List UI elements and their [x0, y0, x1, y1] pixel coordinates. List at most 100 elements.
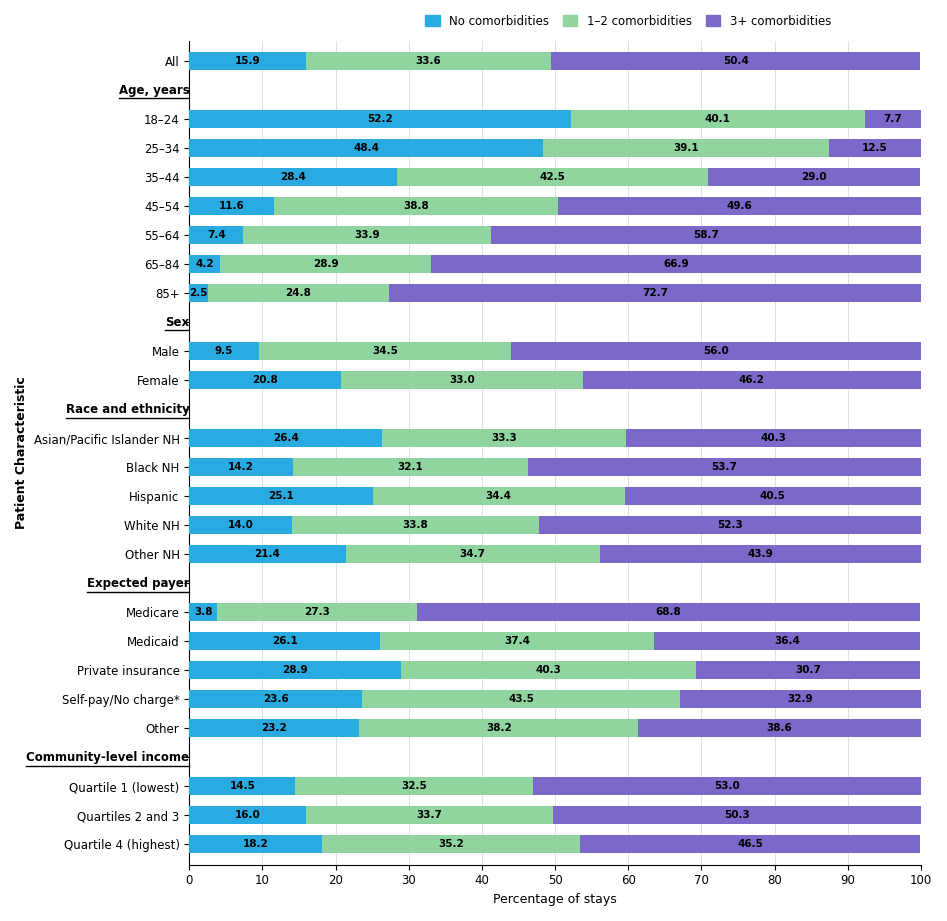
Bar [189, 835, 322, 854]
Bar [539, 517, 921, 534]
Y-axis label: Patient Characteristic: Patient Characteristic [15, 377, 28, 530]
Bar [189, 111, 571, 128]
Text: 39.1: 39.1 [673, 144, 699, 153]
Bar [491, 227, 920, 244]
Text: 30.7: 30.7 [795, 665, 821, 675]
Bar [638, 719, 920, 738]
Text: 50.3: 50.3 [724, 810, 750, 821]
Bar [599, 545, 920, 564]
Text: 28.4: 28.4 [280, 172, 306, 182]
Bar [322, 835, 580, 854]
Text: 12.5: 12.5 [863, 144, 888, 153]
Text: 23.2: 23.2 [261, 723, 287, 733]
Text: 11.6: 11.6 [219, 202, 244, 211]
Bar [207, 285, 389, 302]
Bar [708, 169, 920, 186]
Text: 40.3: 40.3 [760, 434, 786, 443]
Text: 58.7: 58.7 [693, 230, 719, 240]
Text: 66.9: 66.9 [663, 260, 689, 269]
Bar [865, 111, 920, 128]
Text: 2.5: 2.5 [189, 288, 207, 298]
Text: 53.0: 53.0 [714, 781, 740, 791]
Text: 32.1: 32.1 [398, 462, 423, 472]
Bar [294, 459, 528, 476]
Bar [558, 197, 920, 216]
Text: 32.9: 32.9 [788, 694, 813, 705]
Bar [189, 197, 274, 216]
Bar [259, 343, 511, 360]
Legend: No comorbidities, 1–2 comorbidities, 3+ comorbidities: No comorbidities, 1–2 comorbidities, 3+ … [420, 10, 836, 32]
Bar [528, 459, 920, 476]
Text: 46.2: 46.2 [739, 376, 765, 385]
Text: 37.4: 37.4 [504, 636, 530, 647]
Text: 33.8: 33.8 [402, 520, 428, 530]
Text: 38.2: 38.2 [486, 723, 511, 733]
Text: 48.4: 48.4 [353, 144, 380, 153]
Text: 38.8: 38.8 [403, 202, 429, 211]
Text: Age, years: Age, years [118, 84, 189, 97]
Bar [274, 197, 558, 216]
Text: 25.1: 25.1 [268, 492, 294, 501]
Text: 15.9: 15.9 [235, 56, 260, 66]
Bar [306, 52, 551, 70]
Bar [189, 661, 401, 680]
Text: 40.3: 40.3 [535, 665, 561, 675]
Bar [544, 139, 830, 157]
Bar [189, 169, 397, 186]
Bar [243, 227, 491, 244]
Text: 3.8: 3.8 [194, 607, 212, 617]
Bar [189, 371, 342, 390]
Text: 42.5: 42.5 [540, 172, 565, 182]
Text: 46.5: 46.5 [737, 839, 763, 849]
Text: 24.8: 24.8 [285, 288, 312, 298]
Text: 20.8: 20.8 [253, 376, 278, 385]
Text: Community-level income: Community-level income [27, 751, 189, 764]
Bar [373, 487, 625, 506]
Bar [189, 459, 294, 476]
Bar [417, 603, 920, 622]
Text: 14.5: 14.5 [229, 781, 256, 791]
Text: 26.1: 26.1 [272, 636, 297, 647]
Bar [580, 835, 920, 854]
Text: 34.4: 34.4 [486, 492, 511, 501]
Bar [306, 807, 553, 824]
Bar [389, 285, 920, 302]
Text: 32.5: 32.5 [402, 781, 427, 791]
Text: 14.0: 14.0 [227, 520, 254, 530]
Text: 14.2: 14.2 [228, 462, 254, 472]
Text: 21.4: 21.4 [255, 550, 280, 559]
Text: 23.6: 23.6 [262, 694, 289, 705]
Text: 53.7: 53.7 [711, 462, 738, 472]
Text: 4.2: 4.2 [195, 260, 214, 269]
Bar [511, 343, 920, 360]
Bar [189, 285, 207, 302]
Bar [625, 487, 920, 506]
Bar [553, 807, 920, 824]
X-axis label: Percentage of stays: Percentage of stays [493, 893, 616, 906]
Bar [397, 169, 708, 186]
Text: 18.2: 18.2 [243, 839, 269, 849]
Text: 52.2: 52.2 [367, 114, 393, 124]
Bar [189, 52, 306, 70]
Bar [362, 691, 680, 708]
Bar [189, 719, 359, 738]
Text: Race and ethnicity: Race and ethnicity [65, 402, 189, 416]
Bar [189, 807, 306, 824]
Bar [189, 545, 346, 564]
Bar [295, 777, 533, 796]
Text: 26.4: 26.4 [273, 434, 299, 443]
Bar [401, 661, 695, 680]
Bar [189, 691, 362, 708]
Text: 40.1: 40.1 [705, 114, 731, 124]
Text: 43.5: 43.5 [509, 694, 534, 705]
Text: 9.5: 9.5 [215, 346, 233, 356]
Text: 7.4: 7.4 [207, 230, 225, 240]
Bar [582, 371, 920, 390]
Text: 52.3: 52.3 [718, 520, 743, 530]
Bar [189, 255, 220, 274]
Bar [189, 227, 243, 244]
Text: 33.7: 33.7 [417, 810, 442, 821]
Bar [383, 429, 626, 448]
Bar [551, 52, 920, 70]
Text: 28.9: 28.9 [313, 260, 338, 269]
